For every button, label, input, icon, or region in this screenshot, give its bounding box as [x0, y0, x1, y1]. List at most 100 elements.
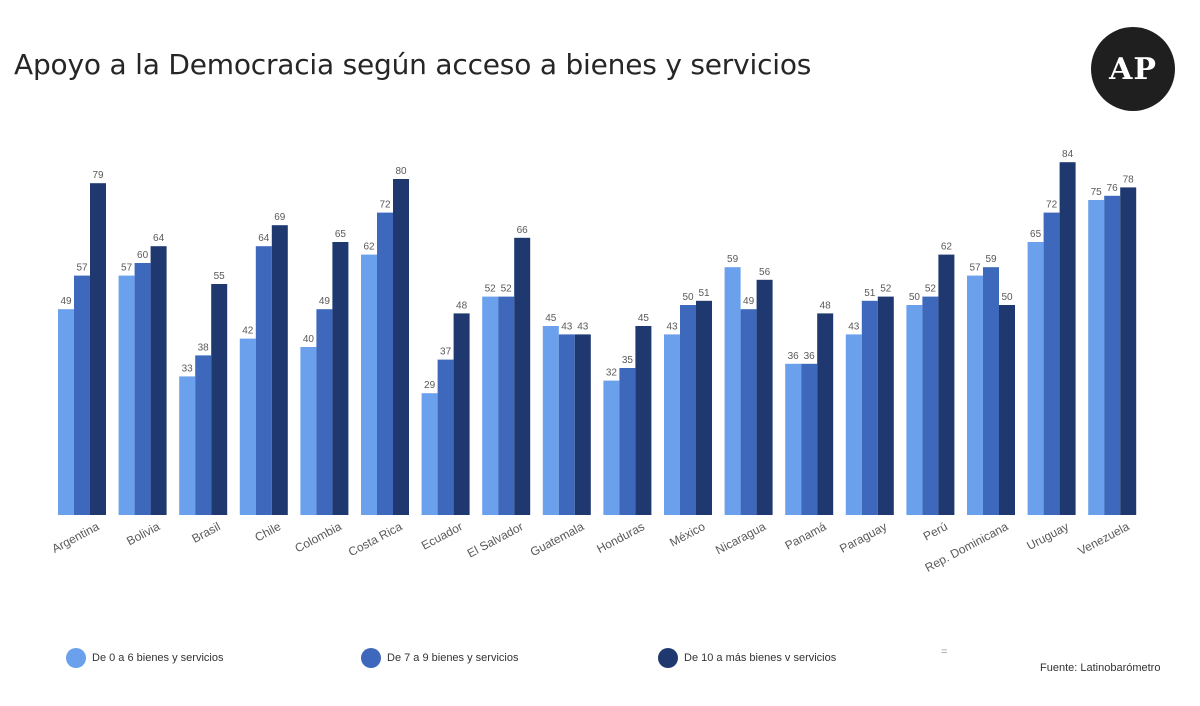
data-label: 50 [909, 292, 921, 303]
data-label: 33 [182, 363, 194, 374]
bar-costa-rica-series-2 [377, 212, 393, 515]
legend-item-series-2: De 7 a 9 bienes y servicios [361, 648, 518, 668]
tick-label: Brasil [190, 519, 223, 545]
bar-argentina-series-3 [90, 183, 106, 515]
bar-paraguay-series-3 [877, 296, 894, 515]
data-label: 37 [440, 347, 452, 358]
data-label: 80 [395, 166, 407, 177]
data-label: 32 [606, 368, 618, 379]
bar-panam--series-1 [785, 363, 802, 515]
bar-venezuela-series-1 [1088, 200, 1105, 515]
tick-label: Panamá [783, 519, 829, 552]
tick-label: Bolivia [124, 519, 162, 548]
tick-label: Costa Rica [346, 519, 405, 559]
data-label: 55 [214, 271, 226, 282]
data-label: 29 [424, 380, 436, 391]
data-label: 78 [1123, 174, 1135, 185]
bar-colombia-series-2 [316, 309, 333, 515]
data-label: 56 [759, 267, 771, 278]
data-label: 49 [743, 296, 755, 307]
data-label: 62 [363, 242, 375, 253]
data-label: 69 [274, 212, 286, 223]
tick-label: Colombia [292, 519, 344, 555]
data-label: 36 [788, 351, 800, 362]
data-label: 51 [698, 288, 710, 299]
bar-el-salvador-series-2 [498, 296, 515, 515]
bar-per--series-3 [938, 254, 955, 515]
data-label: 48 [820, 300, 832, 311]
data-label: 72 [379, 200, 391, 211]
bar-honduras-series-3 [635, 326, 652, 515]
bar-honduras-series-2 [619, 368, 636, 515]
data-label: 79 [92, 170, 104, 181]
data-label: 76 [1107, 183, 1119, 194]
data-label: 43 [577, 321, 589, 332]
data-label: 52 [485, 284, 497, 295]
bar-m-xico-series-3 [696, 300, 712, 515]
data-label: 57 [76, 263, 88, 274]
bar-panam--series-2 [801, 363, 818, 515]
bar-m-xico-series-1 [664, 334, 680, 515]
source-note: Fuente: Latinobarómetro [1040, 662, 1161, 674]
bar-bolivia-series-1 [118, 275, 135, 515]
data-label: 45 [638, 313, 650, 324]
bar-colombia-series-3 [332, 242, 349, 515]
bar-brasil-series-2 [195, 355, 212, 515]
legend-item-series-3: De 10 a más bienes v servicios [658, 648, 836, 668]
tick-label: Paraguay [837, 519, 889, 555]
data-label: 65 [1030, 229, 1042, 240]
ap-logo: AP [1091, 27, 1175, 111]
bar-guatemala-series-1 [542, 326, 559, 515]
bar-colombia-series-1 [300, 347, 317, 515]
legend-swatch-series-1 [66, 648, 86, 668]
tick-label: Guatemala [528, 519, 587, 559]
data-label: 43 [561, 321, 573, 332]
tick-label: El Salvador [465, 519, 526, 560]
bar-bolivia-series-2 [134, 263, 151, 515]
bar-costa-rica-series-1 [361, 254, 377, 515]
tick-label: Argentina [49, 519, 101, 556]
data-label: 43 [666, 321, 678, 332]
data-label: 59 [985, 254, 997, 265]
legend-label-series-1: De 0 a 6 bienes y servicios [92, 652, 224, 664]
data-label: 50 [682, 292, 694, 303]
data-label: 60 [137, 250, 149, 261]
data-label: 42 [242, 326, 254, 337]
data-label: 49 [60, 296, 72, 307]
bar-chile-series-3 [271, 225, 288, 515]
data-label: 75 [1091, 187, 1103, 198]
bar-ecuador-series-1 [421, 393, 438, 515]
data-label: 50 [1001, 292, 1013, 303]
chart-title: Apoyo a la Democracia según acceso a bie… [14, 48, 812, 81]
legend-label-series-2: De 7 a 9 bienes y servicios [387, 652, 519, 664]
data-label: 65 [335, 229, 347, 240]
data-label: 64 [258, 233, 270, 244]
data-label: 59 [727, 254, 739, 265]
bar-guatemala-series-2 [558, 334, 575, 515]
bar-argentina-series-1 [58, 309, 74, 515]
bar-uruguay-series-3 [1059, 162, 1076, 515]
tick-label: Uruguay [1024, 519, 1071, 553]
bar-uruguay-series-1 [1027, 242, 1044, 515]
tick-label: Nicaragua [713, 519, 768, 557]
bar-el-salvador-series-3 [514, 237, 531, 516]
bar-el-salvador-series-1 [482, 296, 499, 515]
bar-rep-dominicana-series-2 [983, 267, 999, 515]
bar-nicaragua-series-3 [756, 279, 773, 515]
bar-ecuador-series-2 [437, 359, 454, 515]
bar-per--series-2 [922, 296, 939, 515]
tick-label: Ecuador [419, 519, 465, 552]
bar-nicaragua-series-1 [724, 267, 741, 515]
data-label: 66 [517, 225, 529, 236]
data-label: 35 [622, 355, 634, 366]
bar-venezuela-series-2 [1104, 195, 1121, 516]
data-label: 43 [848, 321, 860, 332]
bar-honduras-series-1 [603, 380, 620, 515]
data-label: 48 [456, 300, 468, 311]
data-label: 49 [319, 296, 331, 307]
bar-rep-dominicana-series-3 [999, 305, 1015, 515]
bar-panam--series-3 [817, 313, 834, 515]
data-label: 84 [1062, 149, 1074, 160]
data-label: 40 [303, 334, 315, 345]
data-label: 57 [969, 263, 981, 274]
